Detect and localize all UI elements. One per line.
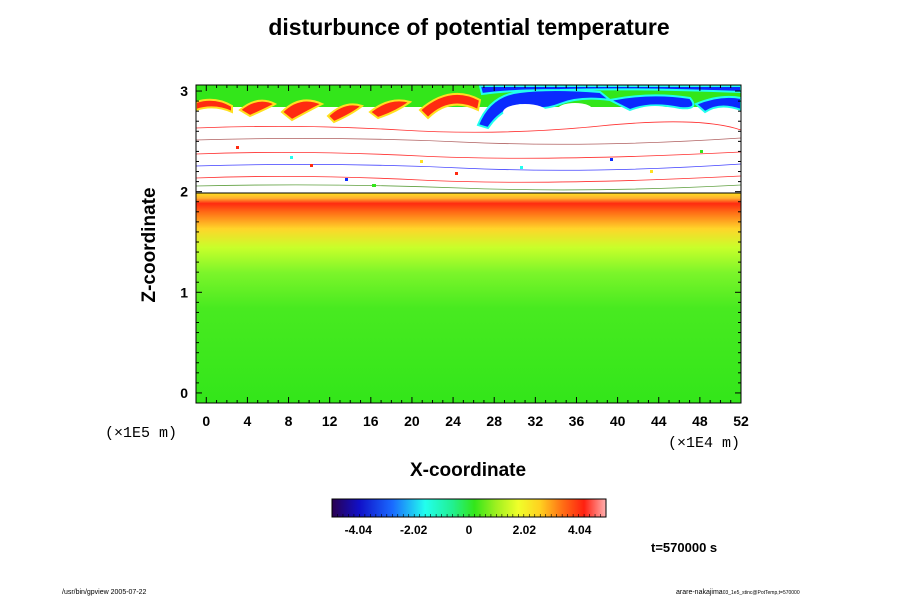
x-tick-label: 24: [445, 413, 461, 429]
footer-right-small: 03_1e5_stinc@PotTemp,t=570000: [722, 590, 800, 596]
colorbar-tick-label: 2.02: [513, 523, 537, 537]
footer-right-main: arare-nakajima: [676, 589, 723, 596]
footer-left: /usr/bin/gpview 2005-07-22: [62, 589, 147, 596]
x-tick-label: 40: [610, 413, 626, 429]
x-tick-label: 20: [404, 413, 420, 429]
x-tick-label: 48: [692, 413, 708, 429]
plume-white-cores: [503, 103, 675, 120]
footer-right: arare-nakajima03_1e5_stinc@PotTemp,t=570…: [676, 589, 800, 596]
x-axis-label: X-coordinate: [409, 460, 527, 481]
x-tick-label: 44: [651, 413, 667, 429]
colorbar-tick-label: -2.02: [400, 523, 428, 537]
x-unit-label: (×1E4 m): [668, 435, 741, 452]
x-tick-label: 32: [528, 413, 544, 429]
x-tick-label: 28: [486, 413, 502, 429]
colorbar-ticks: -4.04 -2.02 0 2.02 4.04: [331, 514, 607, 537]
colorbar-tick-label: 4.04: [568, 523, 592, 537]
noise-specks: [236, 146, 703, 187]
warm-plumes: [196, 93, 482, 124]
colorbar-tick-label: -4.04: [345, 523, 373, 537]
y-axis-ticks: 0 1 2 3: [180, 83, 741, 401]
y-tick-label: 0: [180, 385, 188, 401]
chart-title: disturbunce of potential temperature: [268, 14, 670, 40]
x-tick-label: 36: [569, 413, 585, 429]
x-tick-label: 0: [202, 413, 210, 429]
time-label: t=570000 s: [651, 540, 718, 555]
y-tick-label: 2: [180, 184, 188, 200]
x-tick-label: 12: [322, 413, 338, 429]
x-tick-label: 8: [285, 413, 293, 429]
colorbar-tick-label: 0: [466, 523, 473, 537]
plot-frame: [195, 84, 742, 404]
x-tick-label: 4: [244, 413, 252, 429]
field-lower: [196, 193, 741, 403]
x-axis-ticks: 0 4 8 12 16 20 24 28 32 36 40 44 48 52: [195, 85, 749, 429]
z-unit-label: (×1E5 m): [105, 425, 178, 442]
y-tick-label: 1: [180, 284, 188, 300]
contour-lines: [196, 121, 741, 191]
y-axis-label: Z-coordinate: [139, 187, 160, 303]
x-tick-label: 52: [733, 413, 749, 429]
y-tick-label: 3: [180, 83, 188, 99]
x-tick-label: 16: [363, 413, 379, 429]
